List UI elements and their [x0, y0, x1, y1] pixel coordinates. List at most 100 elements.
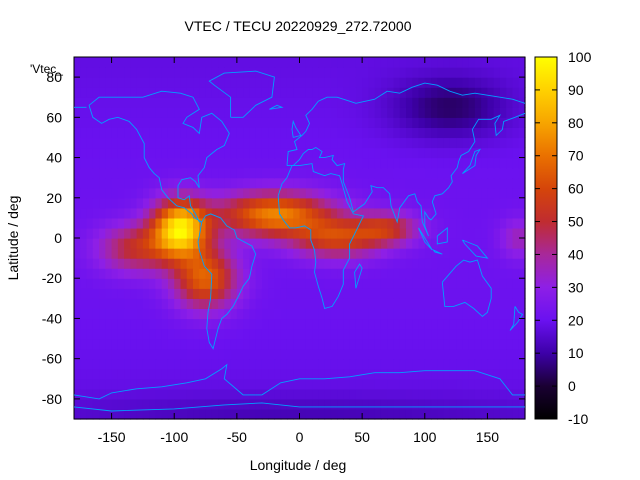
heatmap-cell [393, 107, 401, 118]
heatmap-cell [499, 378, 507, 390]
heatmap-cell [136, 147, 144, 159]
heatmap-cell [255, 378, 263, 390]
heatmap-cell [399, 368, 407, 380]
heatmap-cell [493, 147, 501, 159]
heatmap-cell [180, 177, 188, 189]
heatmap-cell [368, 177, 376, 189]
heatmap-cell [218, 67, 225, 78]
heatmap-cell [512, 197, 520, 209]
heatmap-cell [205, 67, 213, 78]
heatmap-cell [86, 268, 94, 279]
heatmap-cell [499, 217, 507, 229]
heatmap-cell [393, 358, 401, 370]
heatmap-cell [199, 368, 207, 380]
colorbar-tick-label: 20 [568, 312, 584, 328]
heatmap-cell [105, 97, 113, 108]
heatmap-cell [418, 117, 426, 128]
heatmap-cell [186, 127, 194, 139]
heatmap-cell [399, 77, 407, 88]
heatmap-cell [380, 268, 388, 279]
heatmap-cell [318, 398, 326, 410]
heatmap-cell [449, 398, 457, 410]
heatmap-cell [324, 308, 332, 320]
heatmap-cell [405, 308, 413, 320]
heatmap-cell [149, 177, 157, 189]
heatmap-cell [449, 137, 457, 149]
heatmap-cell [318, 57, 326, 68]
heatmap-cell [380, 318, 388, 330]
heatmap-cell [155, 167, 163, 179]
heatmap-cell [142, 67, 150, 78]
heatmap-cell [324, 137, 332, 149]
heatmap-cell [512, 278, 520, 289]
heatmap-cell [468, 238, 476, 249]
heatmap-cell [286, 238, 294, 249]
heatmap-cell [343, 197, 351, 209]
heatmap-cell [387, 248, 395, 259]
heatmap-cell [274, 67, 282, 78]
heatmap-cell [255, 197, 263, 209]
heatmap-cell [274, 278, 282, 289]
heatmap-cell [186, 107, 194, 118]
heatmap-cell [368, 278, 376, 289]
heatmap-cell [130, 308, 138, 320]
heatmap-cell [487, 197, 495, 209]
heatmap-cell [330, 248, 338, 259]
heatmap-cell [205, 348, 213, 360]
heatmap-cell [236, 318, 244, 330]
heatmap-cell [512, 57, 520, 68]
heatmap-cell [337, 137, 344, 149]
heatmap-cell [337, 398, 344, 410]
heatmap-cell [312, 388, 319, 400]
heatmap-cell [193, 318, 200, 330]
heatmap-cell [449, 67, 457, 78]
heatmap-cell [92, 388, 100, 400]
heatmap-cell [130, 288, 138, 299]
heatmap-cell [224, 258, 232, 269]
heatmap-cell [205, 207, 213, 219]
heatmap-cell [349, 348, 357, 360]
heatmap-cell [161, 207, 169, 219]
heatmap-cell [305, 288, 313, 299]
heatmap-cell [243, 197, 250, 209]
heatmap-cell [80, 338, 88, 350]
coastline [441, 259, 492, 317]
heatmap-cell [174, 248, 182, 259]
heatmap-cell [468, 77, 476, 88]
heatmap-cell [424, 97, 432, 108]
heatmap-cell [136, 358, 144, 370]
heatmap-cell [99, 77, 106, 88]
heatmap-cell [493, 57, 501, 68]
heatmap-cell [236, 97, 244, 108]
heatmap-cell [318, 177, 326, 189]
heatmap-cell [268, 217, 276, 229]
heatmap-cell [80, 87, 88, 98]
heatmap-cell [261, 67, 269, 78]
heatmap-cell [412, 167, 420, 179]
heatmap-cell [380, 378, 388, 390]
heatmap-cell [142, 57, 150, 68]
heatmap-cell [286, 107, 294, 118]
heatmap-cell [380, 358, 388, 370]
heatmap-cell [481, 308, 489, 320]
heatmap-cell [305, 97, 313, 108]
heatmap-cell [211, 107, 219, 118]
heatmap-cell [368, 77, 376, 88]
heatmap-cell [74, 328, 81, 340]
heatmap-cell [249, 378, 257, 390]
heatmap-cell [518, 147, 526, 159]
heatmap-cell [487, 227, 495, 239]
heatmap-cell [80, 77, 88, 88]
heatmap-cell [405, 268, 413, 279]
heatmap-cell [318, 67, 326, 78]
heatmap-cell [74, 288, 81, 299]
heatmap-cell [474, 57, 482, 68]
heatmap-cell [286, 308, 294, 320]
heatmap-cell [487, 368, 495, 380]
heatmap-cell [506, 258, 514, 269]
heatmap-cell [211, 227, 219, 239]
heatmap-cell [86, 87, 94, 98]
heatmap-cell [418, 97, 426, 108]
heatmap-cell [180, 197, 188, 209]
heatmap-cell [161, 358, 169, 370]
